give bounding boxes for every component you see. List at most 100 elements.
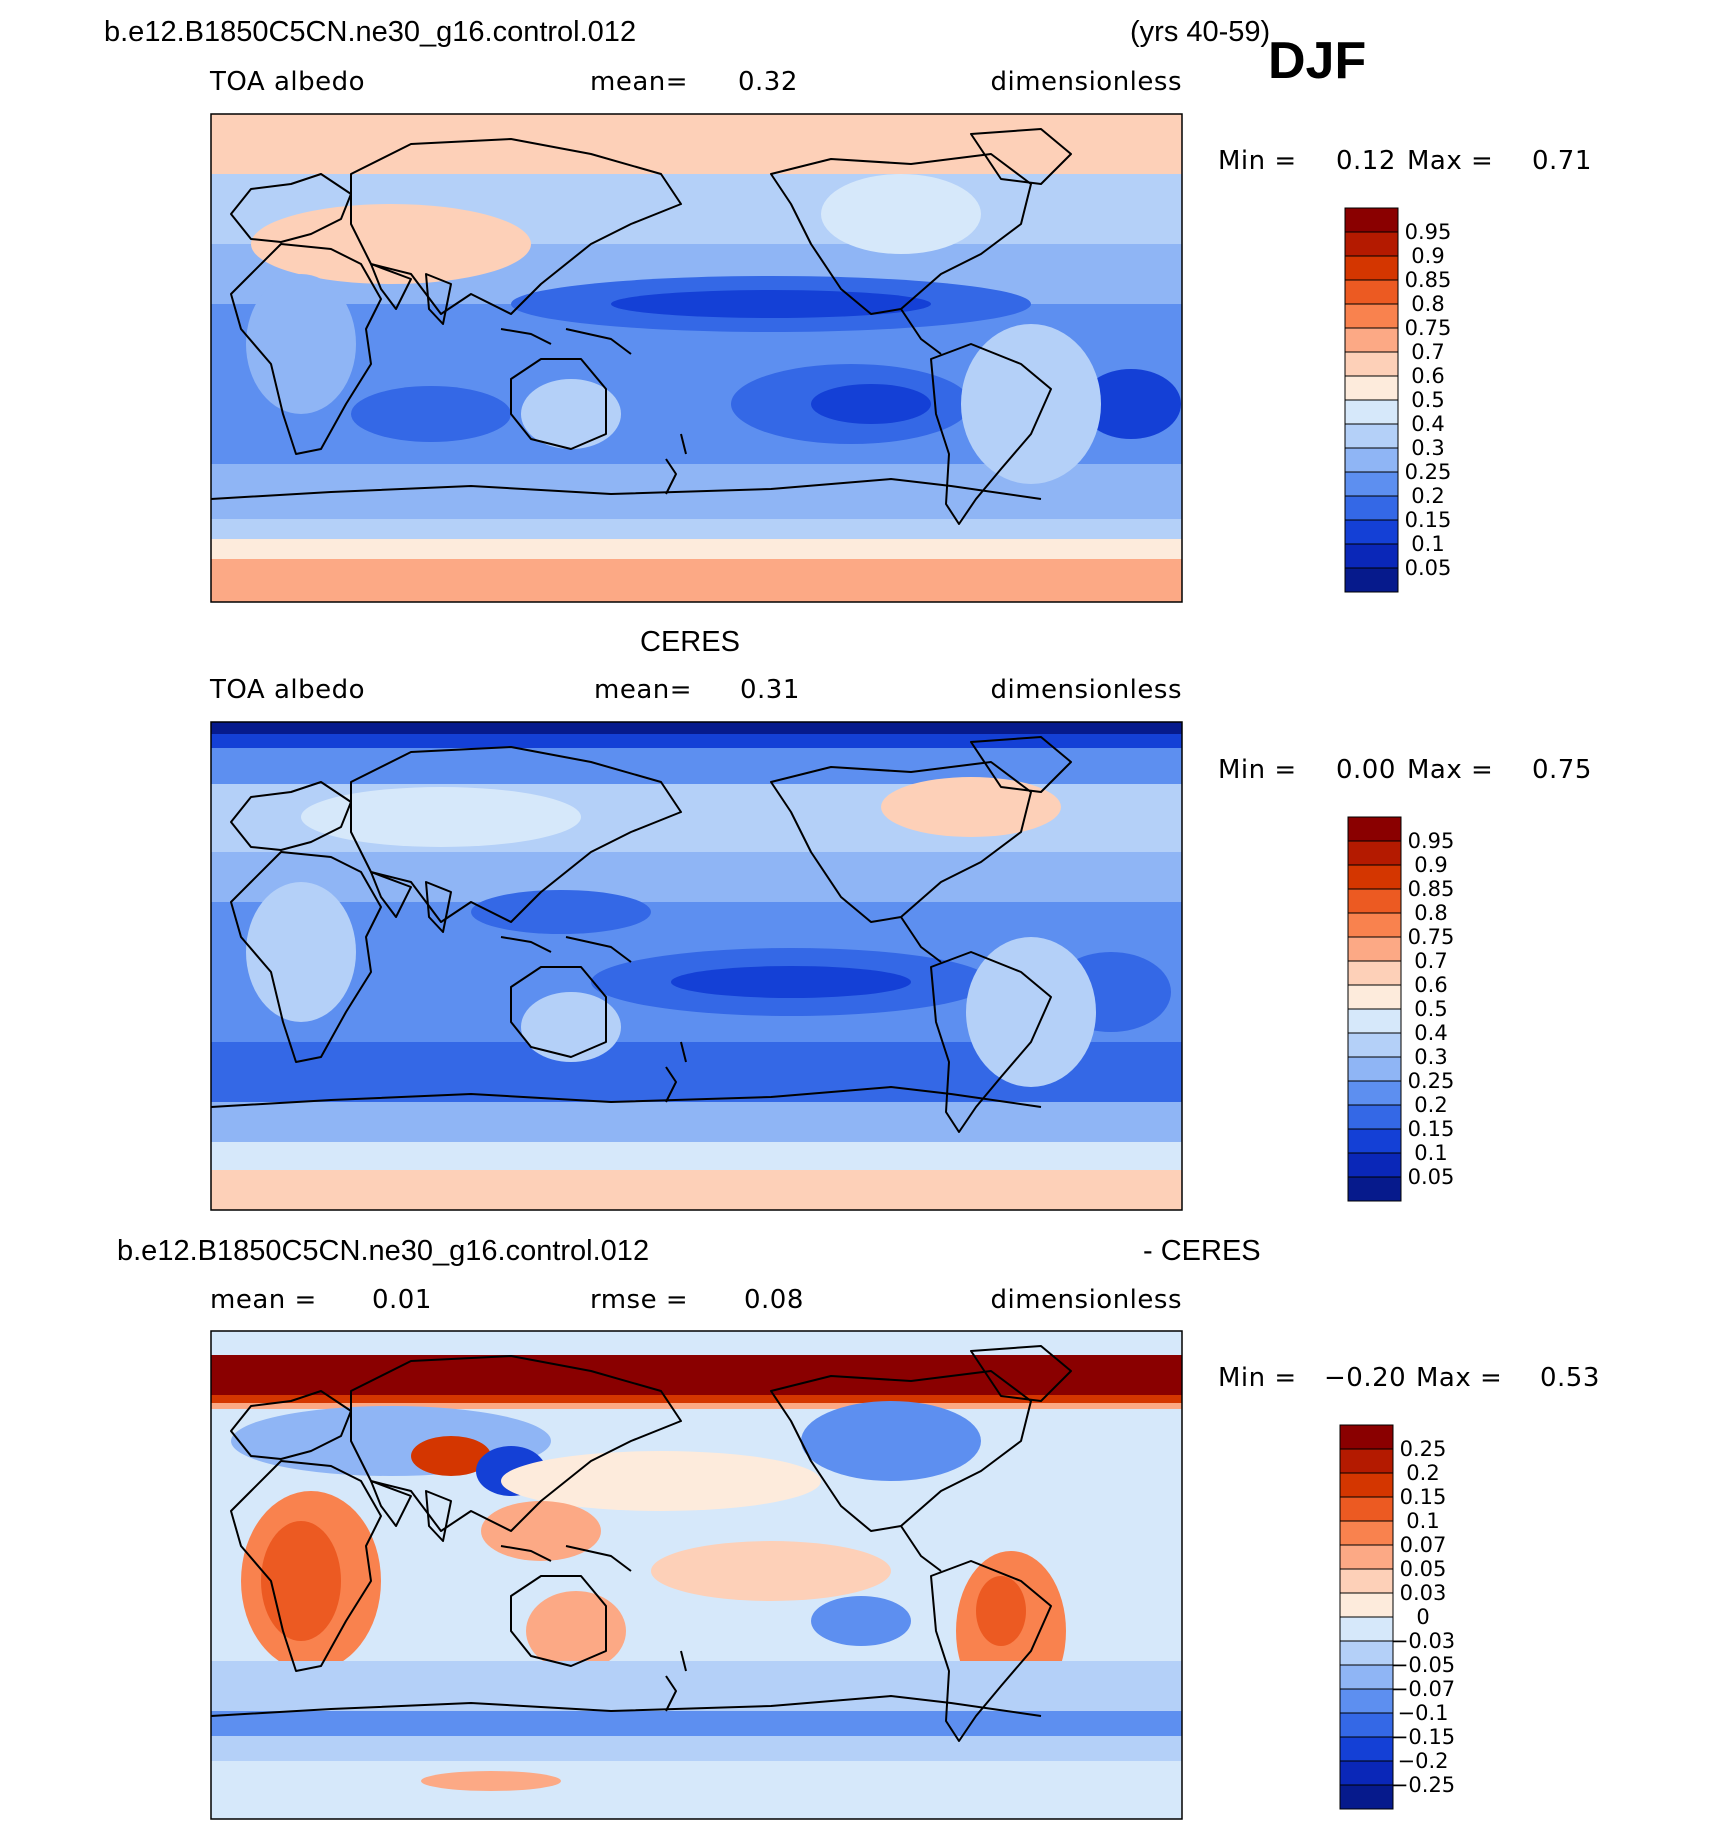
colorbar-swatch bbox=[1344, 543, 1399, 569]
panel-model: b.e12.B1850C5CN.ne30_g16.control.012 (yr… bbox=[104, 16, 1591, 603]
colorbar-diff: 0.250.20.150.10.070.050.030−0.03−0.05−0.… bbox=[1339, 1424, 1455, 1810]
colorbar-swatch bbox=[1344, 279, 1399, 305]
mean-value: 0.31 bbox=[740, 675, 800, 705]
colorbar-swatch bbox=[1347, 1176, 1402, 1202]
colorbar-obs: 0.950.90.850.80.750.70.60.50.40.30.250.2… bbox=[1347, 816, 1455, 1202]
mean-value: 0.32 bbox=[738, 67, 798, 97]
colorbar-swatch bbox=[1347, 984, 1402, 1010]
colorbar-tick-label: −0.2 bbox=[1398, 1749, 1449, 1773]
colorbar-tick-label: 0.2 bbox=[1406, 1461, 1439, 1485]
colorbar-swatch bbox=[1347, 1104, 1402, 1130]
colorbar-swatch bbox=[1344, 495, 1399, 521]
colorbar-tick-label: 0.07 bbox=[1400, 1533, 1447, 1557]
season-label: DJF bbox=[1268, 32, 1366, 90]
colorbar-tick-label: 0.2 bbox=[1414, 1093, 1447, 1117]
max-label: Max = bbox=[1407, 755, 1493, 785]
rmse-value: 0.08 bbox=[744, 1285, 804, 1315]
colorbar-swatch bbox=[1344, 351, 1399, 377]
colorbar-swatch bbox=[1347, 864, 1402, 890]
diff-suffix: - CERES bbox=[1143, 1235, 1261, 1267]
colorbar-tick-label: 0.03 bbox=[1400, 1581, 1447, 1605]
colorbar-tick-label: 0.6 bbox=[1414, 973, 1447, 997]
colorbar-swatch bbox=[1344, 255, 1399, 281]
map-model bbox=[210, 113, 1183, 603]
colorbar-tick-label: 0.1 bbox=[1414, 1141, 1447, 1165]
colorbar-swatch bbox=[1339, 1712, 1394, 1738]
panel-title: CERES bbox=[640, 626, 740, 658]
colorbar-tick-label: 0.1 bbox=[1411, 532, 1444, 556]
mean-value: 0.01 bbox=[372, 1285, 432, 1315]
mean-label: mean= bbox=[594, 675, 692, 705]
colorbar-swatch bbox=[1339, 1616, 1394, 1642]
colorbar-swatch bbox=[1339, 1688, 1394, 1714]
colorbar-swatch bbox=[1339, 1736, 1394, 1762]
colorbar-tick-label: 0.15 bbox=[1405, 508, 1452, 532]
map-diff bbox=[210, 1330, 1183, 1820]
colorbar-swatch bbox=[1344, 423, 1399, 449]
colorbar-swatch bbox=[1339, 1568, 1394, 1594]
colorbar-tick-label: −0.05 bbox=[1391, 1653, 1455, 1677]
colorbar-swatch bbox=[1339, 1592, 1394, 1618]
colorbar-tick-label: 0.7 bbox=[1411, 340, 1444, 364]
colorbar-tick-label: 0.15 bbox=[1408, 1117, 1455, 1141]
colorbar-tick-label: 0.25 bbox=[1405, 460, 1452, 484]
colorbar-tick-label: −0.03 bbox=[1391, 1629, 1455, 1653]
units-label: dimensionless bbox=[991, 67, 1183, 97]
min-label: Min = bbox=[1218, 146, 1297, 176]
colorbar-swatch bbox=[1344, 447, 1399, 473]
max-label: Max = bbox=[1416, 1363, 1502, 1393]
colorbar-tick-label: 0.85 bbox=[1405, 268, 1452, 292]
min-value: 0.12 bbox=[1336, 146, 1396, 176]
colorbar-swatch bbox=[1347, 936, 1402, 962]
colorbar-tick-label: 0.05 bbox=[1400, 1557, 1447, 1581]
colorbar-tick-label: 0 bbox=[1416, 1605, 1429, 1629]
colorbar-swatch bbox=[1347, 816, 1402, 842]
variable-label: TOA albedo bbox=[209, 67, 365, 97]
colorbar-swatch bbox=[1347, 912, 1402, 938]
colorbar-swatch bbox=[1347, 1128, 1402, 1154]
colorbar-tick-label: 0.9 bbox=[1414, 853, 1447, 877]
colorbar-tick-label: −0.15 bbox=[1391, 1725, 1455, 1749]
colorbar-tick-label: 0.95 bbox=[1405, 220, 1452, 244]
colorbar-tick-label: 0.95 bbox=[1408, 829, 1455, 853]
colorbar-tick-label: 0.4 bbox=[1414, 1021, 1447, 1045]
colorbar-swatch bbox=[1347, 1080, 1402, 1106]
colorbar-swatch bbox=[1339, 1472, 1394, 1498]
colorbar-swatch bbox=[1339, 1496, 1394, 1522]
colorbar-swatch bbox=[1344, 207, 1399, 233]
colorbar-swatch bbox=[1347, 1056, 1402, 1082]
colorbar-tick-label: 0.25 bbox=[1408, 1069, 1455, 1093]
panel-title: b.e12.B1850C5CN.ne30_g16.control.012 bbox=[104, 16, 636, 48]
colorbar-swatch bbox=[1344, 519, 1399, 545]
colorbar-tick-label: 0.7 bbox=[1414, 949, 1447, 973]
colorbar-swatch bbox=[1347, 960, 1402, 986]
colorbar-swatch bbox=[1339, 1784, 1394, 1810]
map-obs bbox=[210, 721, 1183, 1211]
colorbar-swatch bbox=[1339, 1448, 1394, 1474]
colorbar-swatch bbox=[1344, 567, 1399, 593]
colorbar-tick-label: 0.15 bbox=[1400, 1485, 1447, 1509]
colorbar-swatch bbox=[1344, 327, 1399, 353]
colorbar-swatch bbox=[1344, 471, 1399, 497]
colorbar-tick-label: −0.1 bbox=[1398, 1701, 1449, 1725]
colorbar-swatch bbox=[1347, 840, 1402, 866]
units-label: dimensionless bbox=[991, 1285, 1183, 1315]
colorbar-tick-label: 0.05 bbox=[1405, 556, 1452, 580]
max-label: Max = bbox=[1407, 146, 1493, 176]
colorbar-model: 0.950.90.850.80.750.70.60.50.40.30.250.2… bbox=[1344, 207, 1452, 593]
min-label: Min = bbox=[1218, 755, 1297, 785]
colorbar-swatch bbox=[1339, 1544, 1394, 1570]
mean-label: mean= bbox=[590, 67, 688, 97]
colorbar-tick-label: 0.5 bbox=[1411, 388, 1444, 412]
min-value: −0.20 bbox=[1324, 1363, 1406, 1393]
colorbar-swatch bbox=[1344, 231, 1399, 257]
variable-label: TOA albedo bbox=[209, 675, 365, 705]
colorbar-tick-label: 0.05 bbox=[1408, 1165, 1455, 1189]
colorbar-swatch bbox=[1339, 1424, 1394, 1450]
mean-label: mean = bbox=[210, 1285, 317, 1315]
colorbar-tick-label: −0.25 bbox=[1391, 1773, 1455, 1797]
colorbar-tick-label: 0.1 bbox=[1406, 1509, 1439, 1533]
colorbar-swatch bbox=[1339, 1664, 1394, 1690]
colorbar-tick-label: 0.2 bbox=[1411, 484, 1444, 508]
